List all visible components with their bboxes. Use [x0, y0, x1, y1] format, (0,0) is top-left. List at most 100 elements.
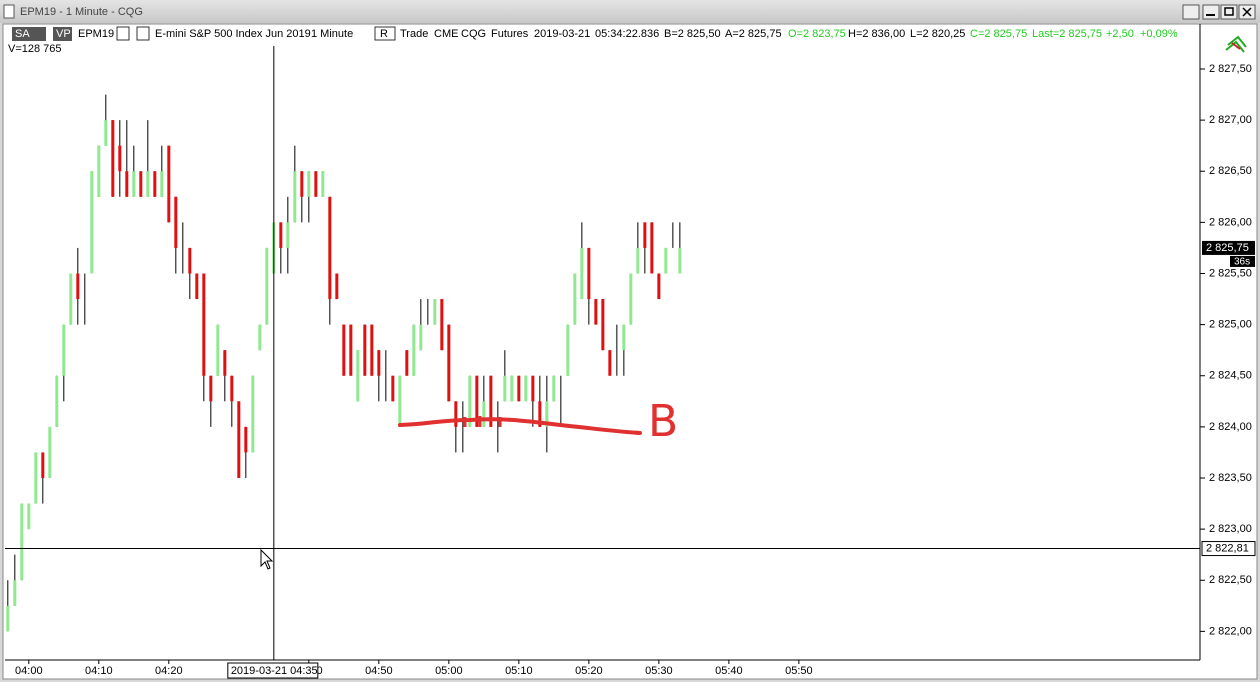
bar-body — [580, 247, 584, 300]
header-item: C=2 825,75 — [970, 28, 1027, 40]
y-tick-label: 2 823,50 — [1209, 472, 1252, 484]
header-item: VP — [56, 28, 71, 40]
y-tick-label: 2 827,00 — [1209, 114, 1252, 126]
symbol-dropdown[interactable] — [116, 26, 130, 41]
vp-button[interactable] — [53, 27, 72, 41]
window-controls[interactable] — [1182, 4, 1256, 20]
minimize-button[interactable] — [1202, 4, 1220, 20]
header-item: Last=2 825,75 — [1032, 28, 1102, 40]
bar-body — [517, 375, 521, 402]
bar-body — [622, 324, 626, 351]
bar-body — [160, 171, 164, 197]
bar-body — [419, 324, 423, 351]
y-tick-label: 2 825,00 — [1209, 319, 1252, 331]
bar-body — [356, 350, 360, 402]
window-title: EPM19 - 1 Minute - CQG — [20, 6, 143, 18]
bar-body — [475, 375, 479, 427]
bar-body — [566, 324, 570, 376]
bar-body — [636, 247, 640, 274]
r-button[interactable] — [374, 26, 396, 41]
header-item: +2,50 — [1106, 28, 1134, 40]
x-tick-label: 05:00 — [435, 665, 463, 677]
bar-body — [643, 222, 647, 248]
annotation-line — [398, 417, 642, 435]
volume: V=128 765 — [8, 43, 62, 55]
bar-body — [223, 350, 227, 376]
bar-body — [209, 375, 213, 402]
bar-body — [76, 273, 80, 300]
x-tick-label: 05:40 — [715, 665, 743, 677]
header-item: H=2 836,00 — [848, 28, 905, 40]
bar-body — [650, 222, 654, 274]
header-item: +0,09% — [1140, 28, 1178, 40]
bar-body — [20, 503, 24, 581]
bar-body — [363, 324, 367, 376]
close-glyph — [1242, 7, 1252, 17]
x-tick-label: 05:30 — [645, 665, 673, 677]
bar-body — [608, 350, 612, 376]
bar-body — [489, 375, 493, 427]
maximize-button[interactable] — [1220, 4, 1238, 20]
bar-body — [27, 503, 31, 530]
bar-body — [587, 247, 591, 300]
y-tick-label: 2 824,50 — [1209, 370, 1252, 382]
header-item: EPM19 — [78, 28, 114, 40]
bar-body — [328, 196, 332, 300]
bar-body — [293, 171, 297, 223]
bar-body — [552, 375, 556, 402]
bar-body — [139, 171, 143, 197]
x-tick-label: 05:10 — [505, 665, 533, 677]
header-item: 05:34:22.836 — [595, 28, 659, 40]
y-tick-label: 2 822,50 — [1209, 574, 1252, 586]
cursor-time-label: 2019-03-21 04:35 — [231, 665, 318, 677]
bar-body — [202, 273, 206, 376]
bar-body — [601, 299, 605, 351]
bar-body — [349, 324, 353, 376]
header-item: L=2 820,25 — [910, 28, 965, 40]
header-item: Futures — [491, 28, 529, 40]
bar-body — [34, 452, 38, 504]
bar-body — [97, 145, 101, 197]
bar-body — [321, 171, 325, 197]
restore-button[interactable] — [1182, 4, 1200, 20]
bar-body — [258, 324, 262, 351]
plot: 2 822,00 2 822,50 2 823,00 2 823,50 2 824,00… — [5, 24, 1256, 679]
bar-body — [510, 375, 514, 402]
bar-body — [153, 171, 157, 197]
bar-body — [188, 247, 192, 274]
header-item: 1 Minute — [311, 28, 353, 40]
bar-body — [300, 171, 304, 197]
mouse-cursor — [260, 548, 274, 570]
header-item: 2019-03-21 — [534, 28, 590, 40]
bar-body — [237, 401, 241, 478]
y-tick-label: 2 822,00 — [1209, 625, 1252, 637]
bar-body — [104, 120, 108, 146]
bar-body — [398, 375, 402, 427]
last-price-box — [1202, 240, 1255, 255]
bar-body — [678, 247, 682, 274]
header-item: E-mini S&P 500 Index Jun 2019 — [155, 28, 311, 40]
bar-body — [545, 401, 549, 427]
bar-body — [6, 605, 10, 632]
bar-body — [55, 375, 59, 427]
bar-body — [111, 120, 115, 197]
symbol-menu[interactable] — [136, 26, 150, 41]
bar-body — [503, 375, 507, 402]
bar-body — [132, 171, 136, 197]
bar-body — [482, 401, 486, 427]
annotation-text: B — [648, 396, 678, 447]
sa-button[interactable] — [12, 27, 46, 41]
y-tick-label: 2 823,00 — [1209, 523, 1252, 535]
bar-body — [314, 171, 318, 197]
bar-body — [447, 324, 451, 402]
header-item: B=2 825,50 — [664, 28, 721, 40]
app-icon — [3, 4, 15, 19]
trade-icon[interactable] — [1225, 35, 1247, 53]
bar-timer-box — [1230, 255, 1255, 267]
maximize-glyph — [1224, 7, 1234, 16]
bar-body — [118, 145, 122, 172]
bar-body — [412, 324, 416, 376]
bar-body — [440, 299, 444, 351]
bar-body — [594, 299, 598, 325]
